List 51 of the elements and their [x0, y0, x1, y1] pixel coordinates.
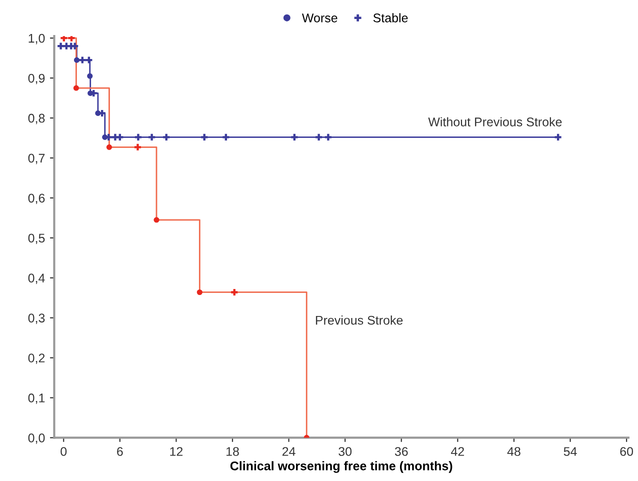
point	[134, 134, 142, 140]
point	[148, 134, 156, 140]
x-tick-label: 42	[451, 447, 464, 456]
point	[79, 56, 86, 64]
y-tick-label: 0,9	[28, 74, 45, 84]
point	[222, 134, 230, 140]
x-tick-label: 60	[620, 447, 634, 456]
x-tick-label: 36	[394, 447, 408, 456]
legend-label: Worse	[302, 14, 338, 22]
y-tick-label: 0,4	[28, 274, 45, 284]
y-tick-label: 0,6	[28, 194, 45, 204]
x-tick-label: 24	[282, 447, 296, 456]
x-tick-label: 6	[117, 447, 123, 456]
series-label: Without Previous Stroke	[428, 117, 562, 126]
point	[316, 134, 322, 140]
point	[291, 134, 298, 140]
x-tick-label: 0	[60, 447, 67, 456]
point	[72, 42, 78, 50]
point	[60, 36, 68, 42]
point	[554, 134, 562, 140]
y-tick-label: 0,5	[28, 234, 45, 244]
legend-label: Stable	[373, 13, 408, 22]
point	[134, 144, 141, 150]
y-tick-label: 0,8	[28, 114, 45, 124]
series-label: Previous Stroke	[316, 316, 403, 325]
point	[196, 289, 202, 296]
point	[86, 56, 92, 64]
x-tick-label: 48	[507, 447, 520, 456]
point	[73, 85, 79, 91]
y-tick-label: 0,2	[28, 354, 45, 364]
x-tick-label: 30	[338, 447, 352, 456]
point	[154, 217, 160, 223]
x-tick-label: 12	[170, 447, 183, 456]
x-tick-label: 18	[226, 447, 239, 456]
point	[106, 144, 112, 150]
x-tick-label: 54	[564, 447, 577, 456]
point	[201, 134, 208, 140]
point	[324, 134, 332, 140]
point	[231, 288, 238, 296]
point	[163, 134, 170, 140]
point	[116, 134, 124, 140]
point	[74, 57, 80, 63]
point	[87, 73, 93, 79]
y-tick-label: 0,1	[28, 394, 45, 404]
point	[58, 42, 64, 50]
y-tick-label: 0,3	[28, 314, 45, 324]
x-axis-title: Clinical worsening free time (months)	[230, 461, 452, 473]
y-tick-label: 0,7	[28, 154, 45, 164]
point	[68, 36, 75, 42]
y-tick-label: 0,0	[28, 434, 45, 444]
y-tick-label: 1,0	[28, 34, 45, 44]
